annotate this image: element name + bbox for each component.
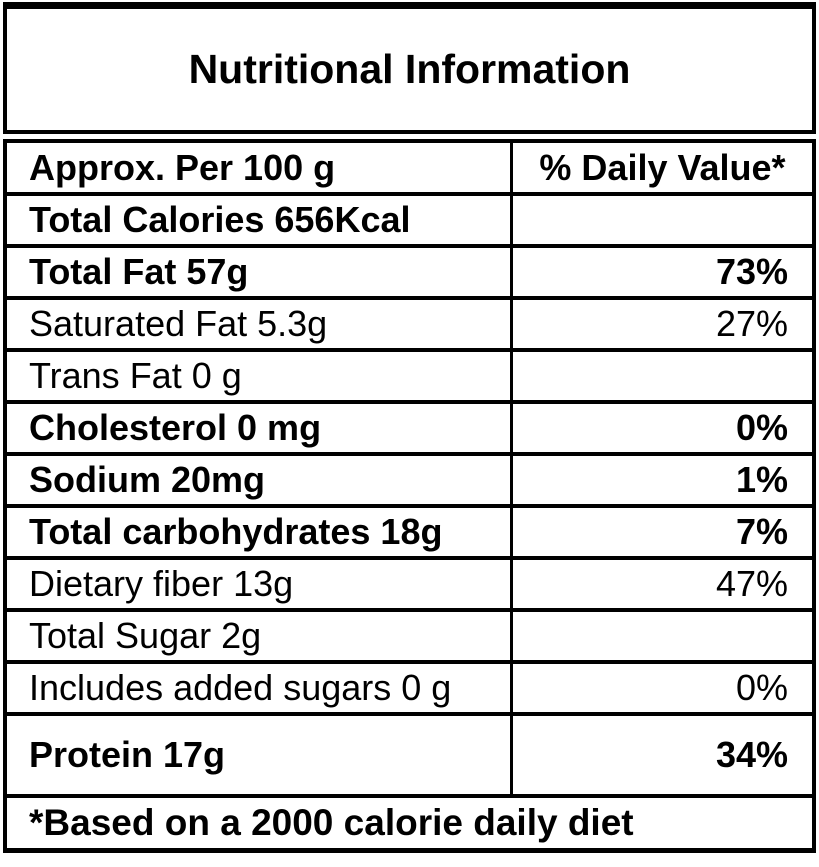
title-box: Nutritional Information [3, 2, 816, 134]
nutrient-label: Includes added sugars 0 g [7, 664, 513, 712]
nutrient-value: 27% [715, 303, 788, 344]
nutrient-label: Protein 17g [7, 716, 513, 794]
row-saturated-fat: Saturated Fat 5.3g 27% [7, 296, 812, 348]
nutrient-label: Total Calories 656Kcal [7, 196, 513, 244]
nutrient-value: 34% [715, 734, 788, 775]
nutrient-value: 73% [715, 251, 788, 292]
nutrition-table: Approx. Per 100 g % Daily Value* Total C… [3, 139, 816, 853]
nutrient-label: Trans Fat 0 g [7, 352, 513, 400]
nutrient-value [513, 196, 812, 244]
page-title: Nutritional Information [188, 46, 631, 92]
nutrient-label: Total carbohydrates 18g [7, 508, 513, 556]
row-protein: Protein 17g 34% [7, 712, 812, 794]
nutrient-value [513, 352, 812, 400]
header-serving-size: Approx. Per 100 g [7, 143, 513, 192]
nutrient-label: Total Sugar 2g [7, 612, 513, 660]
row-total-carbohydrates: Total carbohydrates 18g 7% [7, 504, 812, 556]
nutrient-label: Saturated Fat 5.3g [7, 300, 513, 348]
nutrient-label: Dietary fiber 13g [7, 560, 513, 608]
nutrient-label: Cholesterol 0 mg [7, 404, 513, 452]
nutrient-value: 47% [715, 563, 788, 604]
row-dietary-fiber: Dietary fiber 13g 47% [7, 556, 812, 608]
nutrient-value: 1% [735, 459, 788, 500]
row-trans-fat: Trans Fat 0 g [7, 348, 812, 400]
row-total-sugar: Total Sugar 2g [7, 608, 812, 660]
nutrient-value: 0% [735, 667, 788, 708]
row-total-fat: Total Fat 57g 73% [7, 244, 812, 296]
nutrient-value [513, 612, 812, 660]
nutrient-label: Total Fat 57g [7, 248, 513, 296]
table-header-row: Approx. Per 100 g % Daily Value* [7, 143, 812, 192]
row-cholesterol: Cholesterol 0 mg 0% [7, 400, 812, 452]
nutrient-value: 7% [735, 511, 788, 552]
row-total-calories: Total Calories 656Kcal [7, 192, 812, 244]
footnote: *Based on a 2000 calorie daily diet [7, 794, 812, 848]
row-sodium: Sodium 20mg 1% [7, 452, 812, 504]
header-daily-value: % Daily Value* [539, 146, 786, 188]
nutrient-value: 0% [735, 407, 788, 448]
row-added-sugars: Includes added sugars 0 g 0% [7, 660, 812, 712]
nutrient-label: Sodium 20mg [7, 456, 513, 504]
